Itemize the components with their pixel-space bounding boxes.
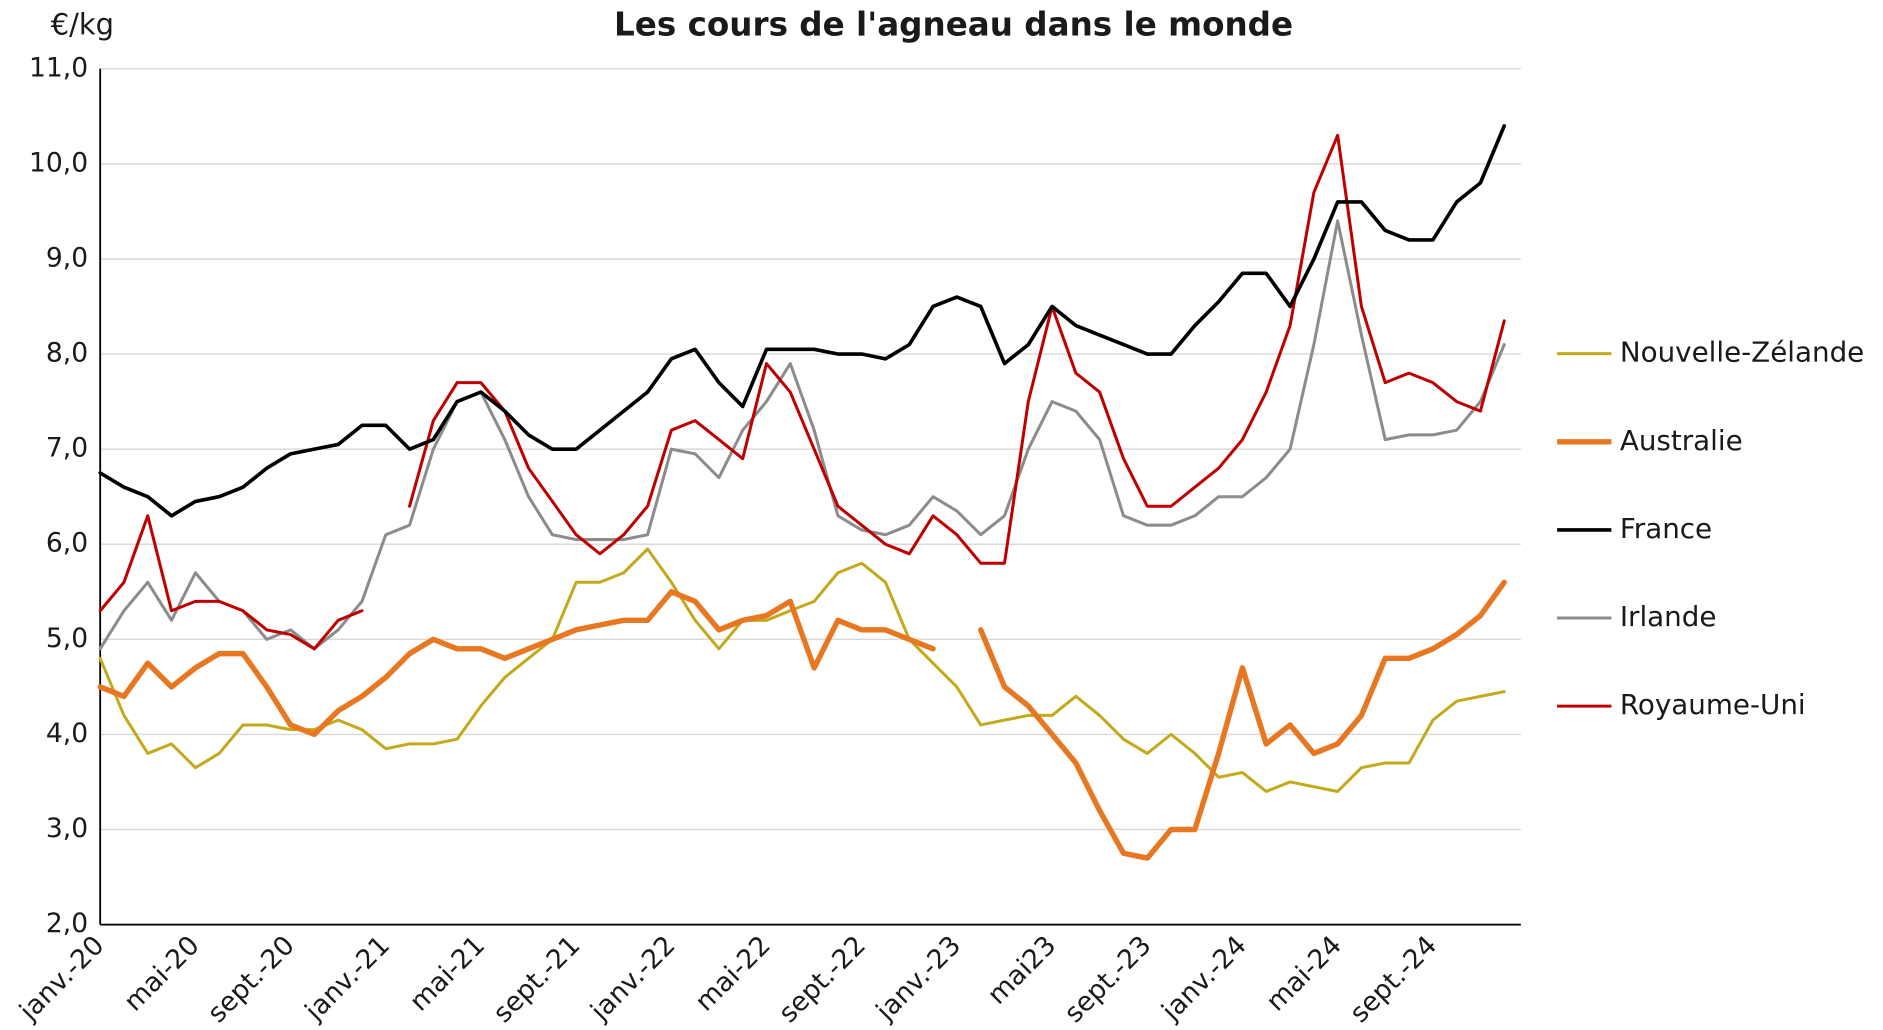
y-tick-label: 7,0	[46, 433, 88, 464]
series-line	[98, 219, 1506, 651]
legend-label: Nouvelle-Zélande	[1620, 336, 1864, 369]
x-tick-label: janv.-22	[584, 930, 682, 1026]
series-line	[97, 579, 1507, 861]
chart-title: Les cours de l'agneau dans le monde	[614, 6, 1293, 44]
y-tick-label: 8,0	[46, 338, 88, 369]
y-tick-label: 11,0	[29, 52, 88, 83]
y-tick-label: 9,0	[46, 242, 88, 273]
x-tick-label: janv.-24	[1155, 930, 1253, 1026]
legend-label: Royaume-Uni	[1620, 688, 1806, 721]
x-tick-label: janv.-23	[870, 930, 968, 1026]
x-tick-label: sept.-21	[487, 930, 586, 1026]
y-tick-label: 4,0	[46, 718, 88, 749]
x-tick-label: sept.-23	[1058, 930, 1157, 1026]
y-axis-label: €/kg	[51, 8, 114, 42]
legend-label: Irlande	[1620, 600, 1717, 633]
series-line	[98, 133, 1506, 651]
x-tick-label: janv.-21	[298, 930, 396, 1026]
series-line	[98, 124, 1507, 518]
y-tick-label: 3,0	[46, 813, 88, 844]
x-tick-label: sept.-20	[202, 930, 301, 1026]
legend-label: France	[1620, 512, 1712, 545]
x-tick-label: sept.-24	[1344, 930, 1443, 1026]
x-tick-label: sept.-22	[773, 930, 872, 1026]
y-tick-label: 10,0	[29, 147, 88, 178]
y-tick-label: 5,0	[46, 623, 88, 654]
x-tick-label: mai-24	[1260, 930, 1348, 1018]
x-tick-label: mai23	[982, 930, 1063, 1011]
y-tick-label: 6,0	[46, 528, 88, 559]
x-tick-label: mai-20	[118, 930, 206, 1018]
series-line	[98, 547, 1506, 793]
x-tick-label: mai-22	[689, 930, 777, 1018]
x-tick-label: janv.-20	[13, 930, 111, 1026]
legend-label: Australie	[1620, 424, 1743, 457]
x-tick-label: mai-21	[404, 930, 492, 1018]
y-tick-label: 2,0	[46, 908, 88, 939]
